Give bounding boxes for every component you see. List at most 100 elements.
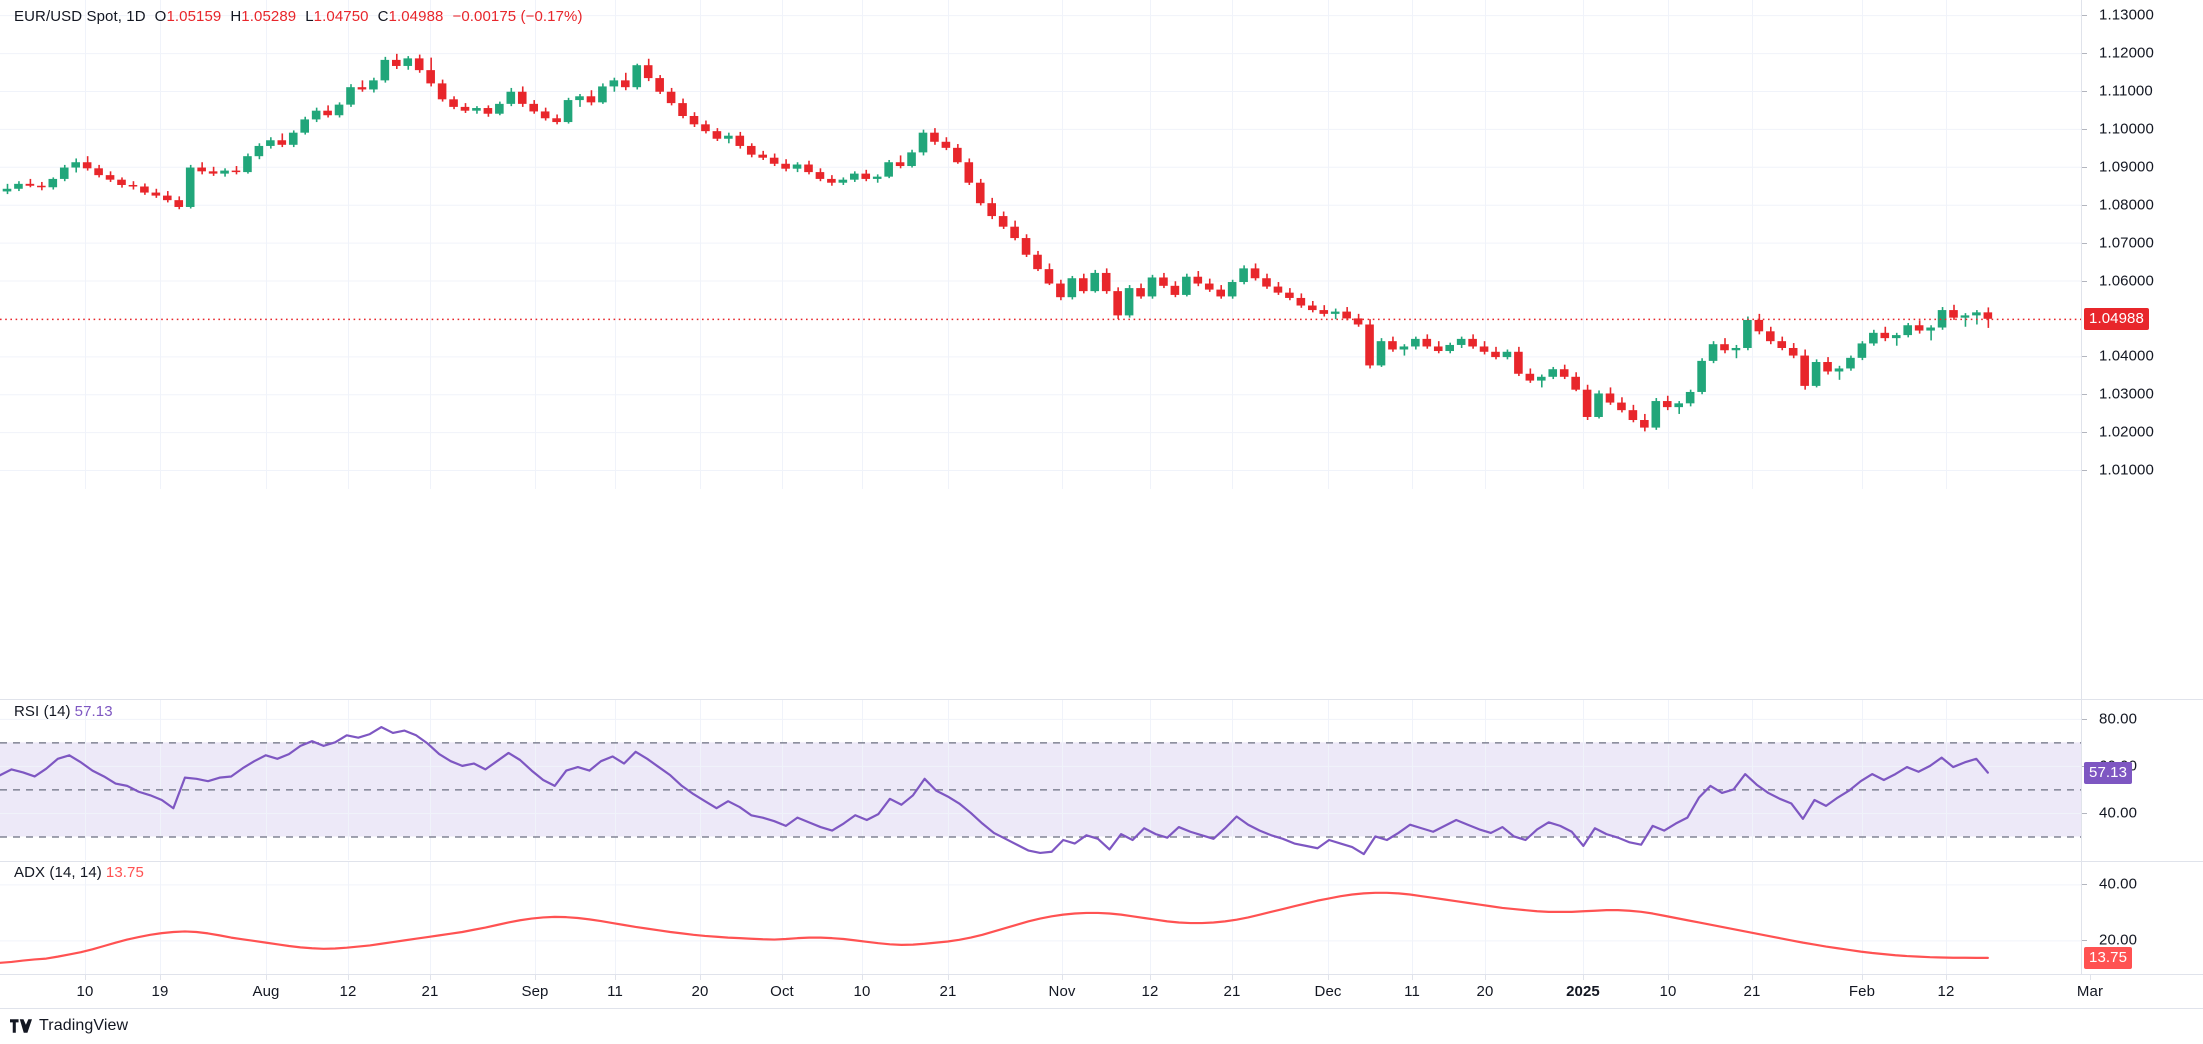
time-axis-tick [1062, 975, 1063, 980]
symbol-title[interactable]: EUR/USD Spot, 1D [14, 8, 146, 25]
adx-value: 13.75 [105, 864, 144, 881]
adx-label[interactable]: ADX (14, 14) [14, 864, 102, 881]
time-axis-tick [1668, 975, 1669, 980]
time-axis-label: 12 [1937, 983, 1955, 1000]
price-axis-tick [2081, 242, 2087, 244]
time-axis-label: 21 [421, 983, 439, 1000]
time-axis-tick [782, 975, 783, 980]
open-value: 1.05159 [166, 8, 222, 25]
price-axis-tick [2081, 90, 2087, 92]
price-axis-tick [2081, 204, 2087, 206]
time-axis-tick [1862, 975, 1863, 980]
adx-legend: ADX (14, 14) 13.75 [14, 864, 144, 881]
time-axis-label: Sep [521, 983, 549, 1000]
time-axis-label: 19 [151, 983, 169, 1000]
price-axis-label: 1.06000 [2099, 272, 2154, 289]
price-axis-label: 1.03000 [2099, 385, 2154, 403]
high-value: 1.05289 [241, 8, 297, 25]
time-axis-tick [862, 975, 863, 980]
price-axis-label: 1.07000 [2099, 234, 2154, 252]
pane-divider-rsi [0, 699, 2203, 700]
rsi-axis-tick [2081, 718, 2087, 720]
time-axis-label: Mar [2076, 983, 2104, 1000]
close-value: 1.04988 [388, 8, 444, 25]
axis-vertical-divider [2081, 0, 2082, 974]
price-axis-tick [2081, 394, 2087, 396]
price-legend: EUR/USD Spot, 1D O1.05159 H1.05289 L1.04750… [14, 8, 583, 25]
time-axis-label: 12 [1141, 983, 1159, 1000]
high-key: H [230, 8, 242, 25]
close-key: C [377, 8, 389, 25]
time-axis-label: 10 [76, 983, 94, 1000]
time-axis-tick [1583, 975, 1584, 980]
time-axis-tick [348, 975, 349, 980]
price-axis-label: 1.13000 [2099, 6, 2154, 24]
rsi-pane[interactable] [0, 700, 2081, 860]
price-axis-tick [2081, 15, 2087, 17]
rsi-axis-tick [2081, 812, 2087, 814]
tradingview-mark-icon [10, 1019, 32, 1033]
price-axis-label: 1.09000 [2099, 158, 2154, 176]
price-change: −0.00175 (−0.17%) [452, 8, 583, 25]
adx-axis-label: 20.00 [2099, 931, 2138, 949]
price-axis-label: 1.04000 [2099, 347, 2154, 365]
time-axis-tick [1150, 975, 1151, 980]
current-price-badge[interactable]: 1.04988 [2084, 307, 2149, 330]
tradingview-brand-text: TradingView [39, 1017, 129, 1034]
footer-bar: TradingView [0, 1008, 2203, 1044]
time-axis-tick [615, 975, 616, 980]
price-axis-tick [2081, 53, 2087, 55]
time-axis-tick [1412, 975, 1413, 980]
rsi-axis-label: 40.00 [2099, 804, 2138, 822]
time-axis-label: 10 [1659, 983, 1677, 1000]
time-axis-tick [1485, 975, 1486, 980]
price-axis-label: 1.02000 [2099, 423, 2154, 441]
rsi-value: 57.13 [74, 703, 113, 720]
price-pane[interactable] [0, 0, 2081, 489]
time-axis-tick [535, 975, 536, 980]
time-axis-label: Oct [770, 983, 794, 1000]
time-axis-label: 10 [853, 983, 871, 1000]
time-axis-label: 11 [607, 983, 623, 1000]
time-axis-label: Feb [1848, 983, 1876, 1000]
adx-line-svg[interactable] [0, 862, 2081, 974]
time-axis-tick [266, 975, 267, 980]
rsi-value-badge[interactable]: 57.13 [2084, 761, 2133, 784]
price-axis-tick [2081, 356, 2087, 358]
price-axis-tick [2081, 432, 2087, 434]
price-axis-label: 1.12000 [2099, 44, 2154, 62]
time-axis-tick [430, 975, 431, 980]
price-candlestick-svg[interactable] [0, 0, 2081, 489]
price-axis-label: 1.11000 [2099, 82, 2153, 100]
rsi-label[interactable]: RSI (14) [14, 703, 71, 720]
time-axis-tick [85, 975, 86, 980]
price-axis[interactable]: 1.13000 1.12000 1.11000 1.10000 1.09000 1.080… [2081, 0, 2203, 489]
adx-pane[interactable] [0, 862, 2081, 974]
adx-axis-label: 40.00 [2099, 875, 2138, 893]
price-axis-label: 1.10000 [2099, 120, 2154, 138]
price-axis-tick [2081, 280, 2087, 282]
adx-axis[interactable]: 40.00 20.00 13.75 [2081, 862, 2203, 974]
time-axis-label: 21 [1223, 983, 1241, 1000]
time-axis-label: 21 [939, 983, 957, 1000]
price-axis-tick [2081, 470, 2087, 472]
tradingview-logo[interactable]: TradingView [10, 1017, 128, 1035]
adx-value-badge[interactable]: 13.75 [2084, 946, 2133, 969]
time-axis-top-border [0, 974, 2203, 975]
time-axis-tick [1328, 975, 1329, 980]
pane-divider-adx [0, 861, 2203, 862]
rsi-line-svg[interactable] [0, 700, 2081, 860]
time-axis-tick [1232, 975, 1233, 980]
time-axis[interactable]: 10 19 Aug 12 21 Sep 11 20 Oct 10 21 Nov 12 21 Dec 11 20 2… [0, 975, 2203, 1008]
time-axis-tick [160, 975, 161, 980]
price-axis-label: 1.01000 [2099, 461, 2154, 479]
low-value: 1.04750 [313, 8, 369, 25]
time-axis-label: 20 [1476, 983, 1494, 1000]
open-key: O [154, 8, 167, 25]
time-axis-label: 20 [691, 983, 709, 1000]
time-axis-label: 11 [1404, 983, 1420, 1000]
time-axis-label: Aug [252, 983, 280, 1000]
time-axis-label: Nov [1048, 983, 1076, 1000]
